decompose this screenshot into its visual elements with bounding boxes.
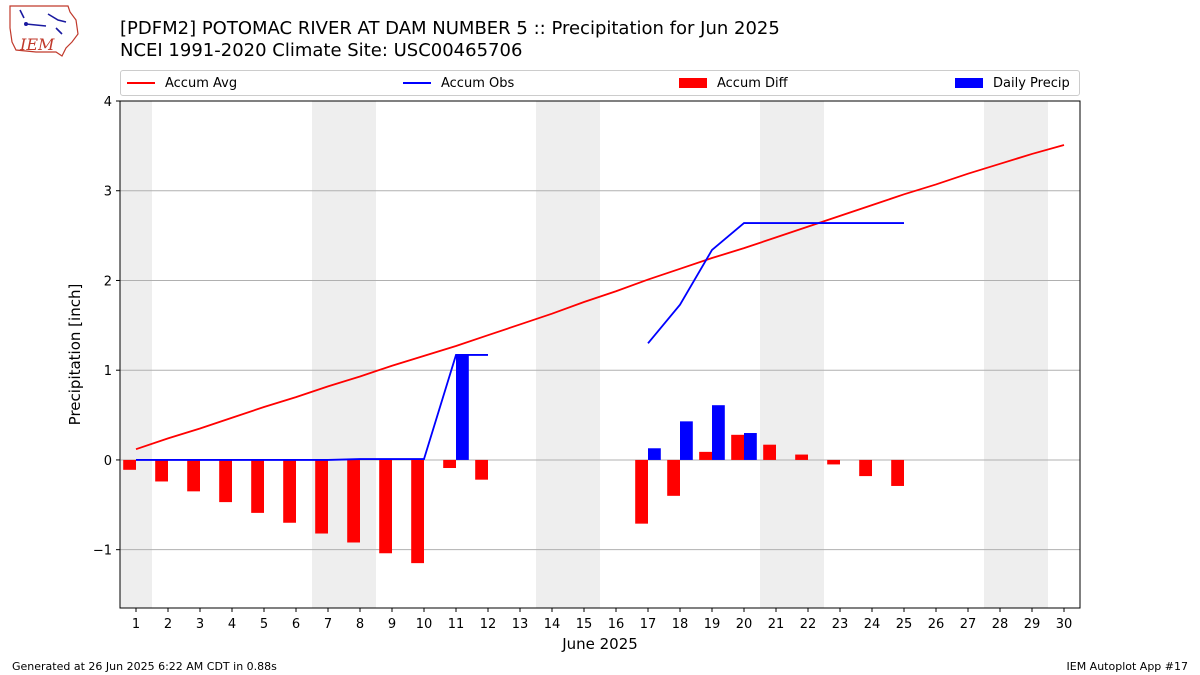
x-tick-label-27: 27 xyxy=(960,617,977,632)
x-tick-label-12: 12 xyxy=(480,617,497,632)
accum-diff-bar-3 xyxy=(187,459,200,492)
chart-title: [PDFM2] POTOMAC RIVER AT DAM NUMBER 5 ::… xyxy=(120,18,780,39)
daily-precip-bar-20 xyxy=(744,433,757,460)
weekend-band-2 xyxy=(536,101,600,608)
x-tick-label-5: 5 xyxy=(260,617,268,632)
accum-diff-bar-5 xyxy=(251,459,264,513)
y-tick-label-5: 4 xyxy=(104,95,112,110)
accum-obs-line-0 xyxy=(136,354,488,461)
legend-item-daily-precip: Daily Precip xyxy=(955,74,1070,92)
x-tick-label-19: 19 xyxy=(704,617,721,632)
y-tick-label-0: −1 xyxy=(93,544,112,559)
accum-diff-bar-11 xyxy=(443,459,456,469)
x-tick-label-7: 7 xyxy=(324,617,332,632)
plot-frame xyxy=(119,100,1081,609)
accum-diff-bar-1 xyxy=(123,459,136,470)
x-tick-label-26: 26 xyxy=(928,617,945,632)
legend-item-accum-avg: Accum Avg xyxy=(127,74,237,92)
weekend-band-4 xyxy=(984,101,1048,608)
legend-swatch-accum-avg xyxy=(127,82,155,84)
x-tick-label-14: 14 xyxy=(544,617,561,632)
legend: Accum Avg Accum Obs Accum Diff Daily Pre… xyxy=(120,70,1080,96)
y-tick-label-1: 0 xyxy=(104,454,112,469)
accum-diff-bar-12 xyxy=(475,459,488,480)
x-tick-label-17: 17 xyxy=(640,617,657,632)
x-tick-label-13: 13 xyxy=(512,617,529,632)
x-tick-label-6: 6 xyxy=(292,617,300,632)
x-tick-label-24: 24 xyxy=(864,617,881,632)
accum-diff-bar-6 xyxy=(283,459,296,523)
x-tick-label-21: 21 xyxy=(768,617,785,632)
x-tick-label-28: 28 xyxy=(992,617,1009,632)
accum-diff-bar-2 xyxy=(155,459,168,482)
accum-diff-bar-18 xyxy=(667,459,680,496)
svg-text:IEM: IEM xyxy=(19,35,55,54)
y-tick-label-3: 2 xyxy=(104,274,112,289)
legend-swatch-accum-obs xyxy=(403,82,431,84)
accum-diff-bar-23 xyxy=(827,459,840,465)
accum-diff-bar-22 xyxy=(795,454,808,460)
chart-subtitle: NCEI 1991-2020 Climate Site: USC00465706 xyxy=(120,40,523,61)
daily-precip-bar-17 xyxy=(648,448,661,460)
accum-diff-bar-20 xyxy=(731,434,744,460)
accum-obs-line-1 xyxy=(647,222,904,344)
x-tick-label-11: 11 xyxy=(448,617,465,632)
x-tick-label-9: 9 xyxy=(388,617,396,632)
legend-item-accum-obs: Accum Obs xyxy=(403,74,514,92)
y-axis-label: Precipitation [inch] xyxy=(66,284,84,426)
accum-diff-bar-9 xyxy=(379,459,392,554)
daily-precip-bar-18 xyxy=(680,421,693,460)
x-tick-label-22: 22 xyxy=(800,617,817,632)
x-tick-label-10: 10 xyxy=(416,617,433,632)
legend-label-accum-obs: Accum Obs xyxy=(441,75,515,91)
accum-diff-bar-19 xyxy=(699,451,712,460)
accum-avg-line xyxy=(135,144,1065,451)
legend-label-accum-diff: Accum Diff xyxy=(717,75,788,91)
accum-diff-bar-25 xyxy=(891,459,904,486)
accum-diff-bar-17 xyxy=(635,459,648,524)
legend-label-daily-precip: Daily Precip xyxy=(993,75,1070,91)
accum-diff-bar-24 xyxy=(859,459,872,477)
legend-label-accum-avg: Accum Avg xyxy=(165,75,238,91)
x-tick-label-4: 4 xyxy=(228,617,236,632)
accum-diff-bar-7 xyxy=(315,459,328,534)
x-axis-label: June 2025 xyxy=(561,635,638,653)
footer-generated: Generated at 26 Jun 2025 6:22 AM CDT in … xyxy=(12,660,277,673)
y-tick-label-2: 1 xyxy=(104,364,112,379)
x-tick-label-16: 16 xyxy=(608,617,625,632)
iem-logo: IEM xyxy=(6,4,82,60)
x-tick-label-2: 2 xyxy=(164,617,172,632)
accum-diff-bar-10 xyxy=(411,459,424,564)
daily-precip-bar-11 xyxy=(456,354,469,460)
daily-precip-bar-19 xyxy=(712,405,725,460)
accum-diff-bar-8 xyxy=(347,459,360,543)
accum-diff-bar-21 xyxy=(763,444,776,460)
weekend-band-3 xyxy=(760,101,824,608)
x-tick-label-20: 20 xyxy=(736,617,753,632)
x-tick-label-3: 3 xyxy=(196,617,204,632)
y-tick-label-4: 3 xyxy=(104,185,112,200)
x-tick-label-15: 15 xyxy=(576,617,593,632)
x-tick-label-1: 1 xyxy=(132,617,140,632)
footer-app: IEM Autoplot App #17 xyxy=(1066,660,1189,673)
x-tick-label-23: 23 xyxy=(832,617,849,632)
legend-swatch-accum-diff xyxy=(679,78,707,88)
x-tick-label-29: 29 xyxy=(1024,617,1041,632)
x-tick-label-25: 25 xyxy=(896,617,913,632)
x-tick-label-8: 8 xyxy=(356,617,364,632)
weekend-band-0 xyxy=(120,101,152,608)
x-tick-label-30: 30 xyxy=(1056,617,1073,632)
legend-swatch-daily-precip xyxy=(955,78,983,88)
accum-diff-bar-4 xyxy=(219,459,232,503)
x-tick-label-18: 18 xyxy=(672,617,689,632)
legend-item-accum-diff: Accum Diff xyxy=(679,74,788,92)
